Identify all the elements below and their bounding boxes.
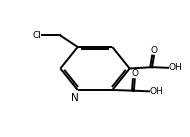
Text: OH: OH <box>169 63 182 72</box>
Text: O: O <box>151 46 158 55</box>
Text: O: O <box>132 69 139 78</box>
Text: N: N <box>71 93 79 103</box>
Text: Cl: Cl <box>32 31 41 40</box>
Text: OH: OH <box>150 87 164 96</box>
